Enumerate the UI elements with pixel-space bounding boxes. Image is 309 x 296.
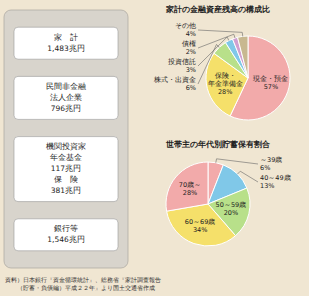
text-line: 民間非金融 xyxy=(46,82,86,91)
pie xyxy=(166,162,250,246)
info-box xyxy=(14,137,118,202)
text-line: 銀行等 xyxy=(54,224,78,233)
background xyxy=(0,0,309,296)
pie-slice xyxy=(166,162,208,211)
slice-label: ～39歳 xyxy=(260,156,282,164)
pie xyxy=(206,36,290,120)
text-line: 現金・預金 xyxy=(253,75,288,83)
data-label: 57% xyxy=(264,83,278,91)
slice-label: 株式・出資金 xyxy=(153,76,196,84)
slice-label: 現金・預金 xyxy=(253,75,288,83)
text-line: 家 計 xyxy=(54,33,78,42)
data-label: 4% xyxy=(186,30,196,38)
slice-label: 保険・年金準備金 xyxy=(208,72,243,88)
slice-label: その他 xyxy=(175,22,196,30)
info-box xyxy=(14,219,118,251)
text-line: 年金準備金 xyxy=(208,80,243,88)
text-line: 保 険 xyxy=(54,175,78,184)
leader-line xyxy=(237,171,258,182)
box-text: 民間非金融法人企業 796兆円 xyxy=(46,82,86,113)
box-text: 家 計 1,483兆円 xyxy=(47,33,84,53)
text-line: 資料）日本銀行『資金循環統計』、総務省『家計調査報告 xyxy=(5,275,161,283)
chart-title: 世帯主の年代別貯蓄保有割合 xyxy=(165,139,271,149)
text-line: ～39歳 xyxy=(260,156,282,164)
data-label: 3% xyxy=(186,66,196,74)
slice-label: 40～49歳 xyxy=(260,174,291,182)
leader-line xyxy=(198,30,243,36)
box-text: 銀行等 1,546兆円 xyxy=(47,224,84,244)
text-line: その他 xyxy=(175,22,196,30)
text-line: 117兆円 xyxy=(51,164,81,173)
info-box xyxy=(14,27,118,59)
box-text: 機関投資家年金基金 117兆円保 険 381兆円 xyxy=(46,142,86,195)
slice-label: 60～69歳 xyxy=(185,218,216,226)
text-line: 60～69歳 xyxy=(185,218,216,226)
text-line: 債権 xyxy=(182,40,196,48)
text-line: 70歳～ xyxy=(179,181,201,189)
text-line: 保険・ xyxy=(215,72,236,80)
slice-label: 70歳～ xyxy=(179,181,201,189)
footer: 資料）日本銀行『資金循環統計』、総務省『家計調査報告 （貯蓄・負債編）平成２２年… xyxy=(5,275,161,292)
slice-label: 投資信託 xyxy=(167,58,196,66)
text-line: 年金基金 xyxy=(50,153,82,162)
left-panel xyxy=(4,10,128,268)
chart-title: 家計の金融資産残高の構成比 xyxy=(165,4,270,14)
info-box xyxy=(14,76,118,119)
leader-line xyxy=(216,159,258,164)
data-label: 28% xyxy=(183,189,197,197)
text-line: 1,483兆円 xyxy=(47,44,84,53)
text-line: 法人企業 xyxy=(50,93,82,102)
pie-slice xyxy=(238,36,248,78)
text-line: （貯蓄・負債編）平成２２年』より国土交通省作成 xyxy=(5,284,155,292)
leader-line xyxy=(198,34,235,48)
data-label: 6% xyxy=(186,84,196,92)
text-line: 40～49歳 xyxy=(260,174,291,182)
text-line: 機関投資家 xyxy=(46,142,86,151)
data-label: 28% xyxy=(218,88,232,96)
text-line: 50～59歳 xyxy=(216,201,247,209)
data-label: 13% xyxy=(260,182,274,190)
chart-root: 家 計 1,483兆円民間非金融法人企業 796兆円機関投資家年金基金 117兆円保 … xyxy=(0,0,309,296)
leader-line xyxy=(198,44,219,84)
text-line: 381兆円 xyxy=(51,186,81,195)
text-line: 796兆円 xyxy=(51,104,81,113)
data-label: 34% xyxy=(193,226,207,234)
text-line: 投資信託 xyxy=(167,58,196,66)
text-line: 株式・出資金 xyxy=(153,76,196,84)
slice-label: 債権 xyxy=(182,40,196,48)
data-label: 20% xyxy=(224,209,238,217)
text-line: 1,546兆円 xyxy=(47,235,84,244)
data-label: 2% xyxy=(186,48,196,56)
slice-label: 50～59歳 xyxy=(216,201,247,209)
data-label: 6% xyxy=(260,164,270,172)
